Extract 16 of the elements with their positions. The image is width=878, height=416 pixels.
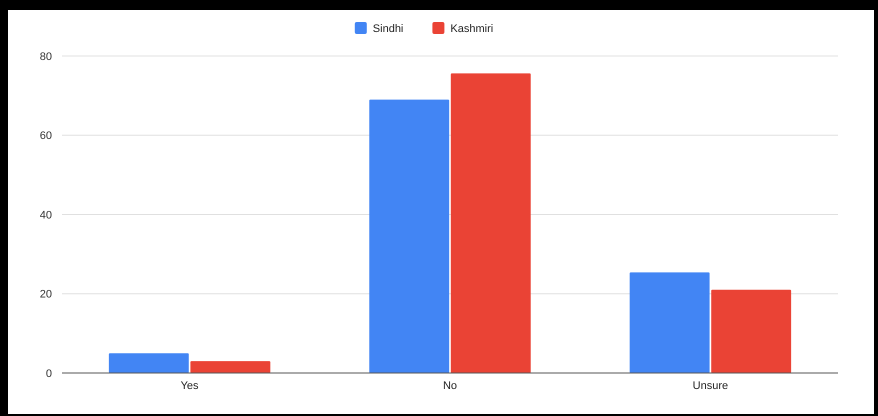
y-tick-label: 40 bbox=[40, 209, 52, 222]
bar bbox=[711, 290, 792, 373]
legend-label: Sindhi bbox=[372, 22, 404, 35]
x-tick-label: Unsure bbox=[692, 380, 728, 392]
x-tick-label: No bbox=[442, 380, 458, 392]
y-tick-label: 80 bbox=[40, 50, 52, 63]
bar bbox=[450, 73, 531, 373]
bar bbox=[369, 100, 450, 373]
y-tick-label: 0 bbox=[46, 368, 52, 380]
x-tick-label: Yes bbox=[180, 380, 200, 392]
bar bbox=[630, 272, 710, 373]
legend-label: Kashmiri bbox=[450, 22, 494, 35]
bar bbox=[108, 353, 189, 373]
bar bbox=[190, 361, 270, 373]
y-tick-label: 60 bbox=[40, 130, 52, 142]
y-tick-label: 20 bbox=[40, 288, 52, 301]
